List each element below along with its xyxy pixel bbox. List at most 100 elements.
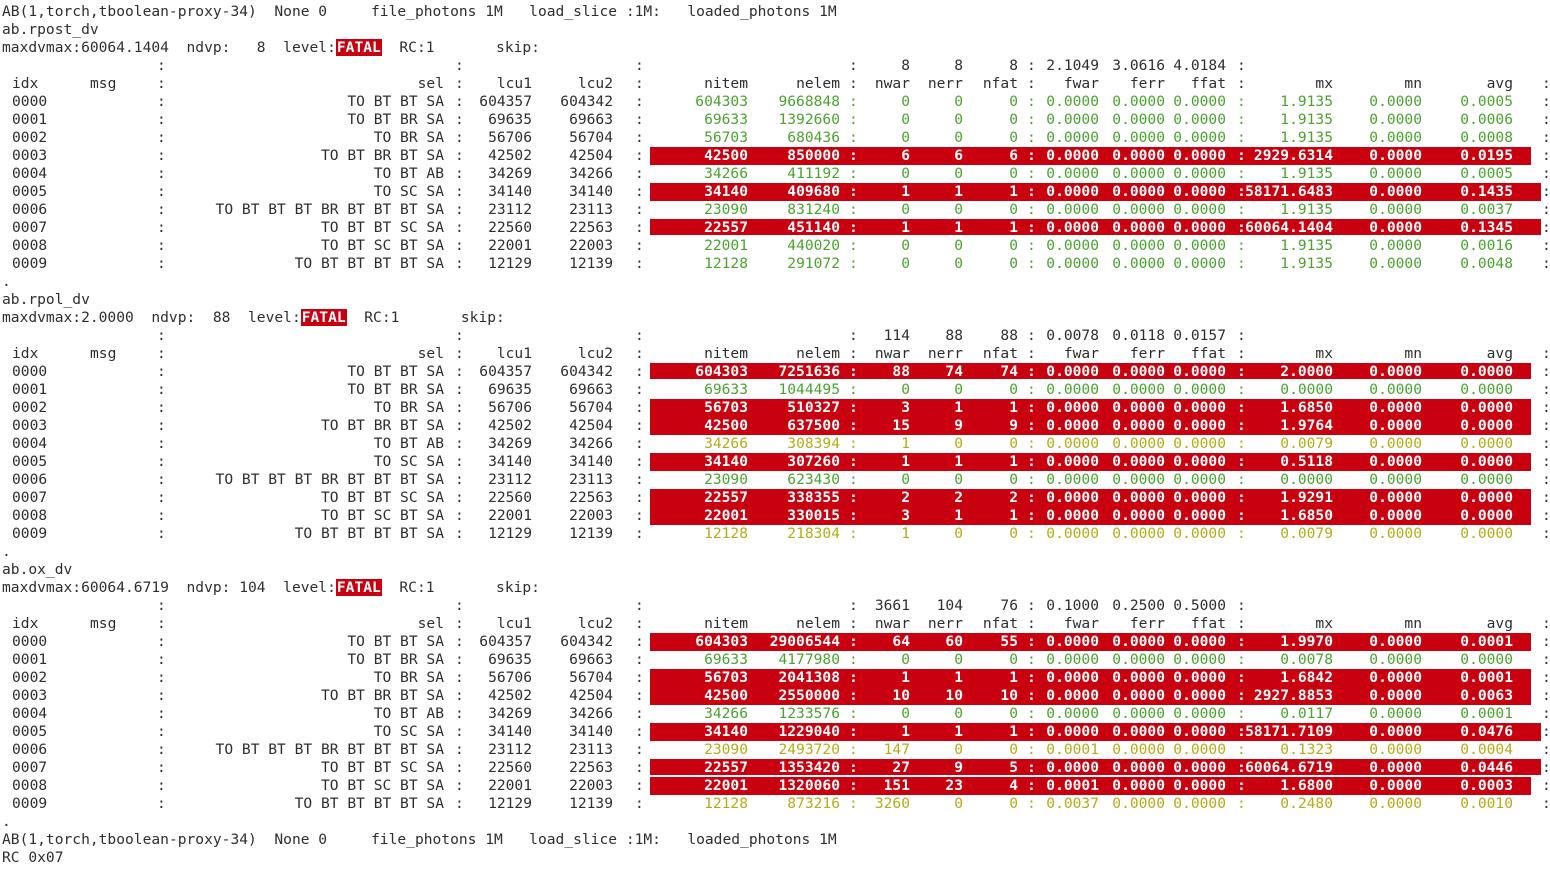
row-nitem: 69633	[704, 381, 748, 398]
row-mx: 0.0000	[1280, 471, 1333, 488]
row-mx: 0.0000	[1280, 381, 1333, 398]
column-separator: :	[1237, 165, 1246, 182]
column-separator: :	[157, 363, 166, 380]
column-separator: :	[635, 777, 644, 794]
row-lcu2: 23113	[569, 741, 613, 758]
column-separator: :	[157, 57, 166, 74]
column-separator: :	[157, 597, 166, 614]
column-separator: :	[455, 147, 464, 164]
row-mx: 1.9135	[1280, 165, 1333, 182]
row-ffat: 0.0000	[1173, 651, 1226, 668]
row-mx: 0.0117	[1280, 705, 1333, 722]
row-lcu2: 34140	[569, 183, 613, 200]
row-mn: 0.0000	[1369, 489, 1422, 506]
column-separator: :	[1027, 345, 1036, 362]
limit-nerr: 8	[954, 57, 963, 74]
row-ferr: 0.0000	[1112, 183, 1165, 200]
column-separator: :	[1542, 111, 1550, 128]
row-mx: 60064.6719	[1245, 759, 1333, 776]
row-idx: 0006	[12, 471, 48, 488]
row-ferr: 0.0000	[1112, 705, 1165, 722]
row-mx: 1.9135	[1280, 201, 1333, 218]
column-separator: :	[455, 777, 464, 794]
row-ferr: 0.0000	[1112, 741, 1165, 758]
column-separator: :	[1542, 651, 1550, 668]
row-nitem: 22557	[704, 219, 748, 236]
column-separator: :	[1027, 759, 1036, 776]
row-nerr: 2	[954, 489, 963, 506]
column-separator: :	[849, 111, 858, 128]
row-nerr: 10	[945, 687, 963, 704]
table-row: ::::::: 0008 TO BT SC BT SA 22001 22003 22001…	[0, 507, 1550, 525]
column-separator: :	[157, 435, 166, 452]
row-lcu1: 42502	[488, 417, 532, 434]
row-fwar: 0.0000	[1046, 219, 1099, 236]
row-avg: 0.0010	[1460, 795, 1513, 812]
row-ffat: 0.0000	[1173, 93, 1226, 110]
row-nwar: 0	[901, 255, 910, 272]
column-separator: :	[157, 93, 166, 110]
column-separator: :	[1027, 507, 1036, 524]
table-row: ::::::: 0008 TO BT SC BT SA 22001 22003 22001…	[0, 777, 1550, 795]
row-nerr: 0	[954, 381, 963, 398]
column-header-nelem: nelem	[796, 615, 840, 632]
row-lcu1: 42502	[488, 147, 532, 164]
column-separator: :	[635, 201, 644, 218]
column-separator: :	[157, 651, 166, 668]
fatal-highlight	[650, 399, 1531, 417]
row-nerr: 9	[954, 759, 963, 776]
row-nitem: 604303	[695, 93, 748, 110]
row-nwar: 1	[901, 723, 910, 740]
column-separator: :	[635, 705, 644, 722]
row-nerr: 1	[954, 183, 963, 200]
row-mx: 1.9970	[1280, 633, 1333, 650]
column-separator: :	[849, 651, 858, 668]
row-mn: 0.0000	[1369, 471, 1422, 488]
table-row: ::::::: 0005 TO SC SA 34140 34140 34140 307260…	[0, 453, 1550, 471]
table-row: ::::::: 0001 TO BT BR SA 69635 69663 69633 417…	[0, 651, 1550, 669]
row-ferr: 0.0000	[1112, 759, 1165, 776]
column-separator: :	[455, 525, 464, 542]
row-ffat: 0.0000	[1173, 453, 1226, 470]
column-separator: :	[1237, 363, 1246, 380]
row-nfat: 74	[1000, 363, 1018, 380]
row-mx: 1.9291	[1280, 489, 1333, 506]
row-fwar: 0.0037	[1046, 795, 1099, 812]
column-separator: :	[849, 795, 858, 812]
row-lcu2: 42504	[569, 147, 613, 164]
limit-nerr: 104	[936, 597, 963, 614]
column-separator: :	[849, 723, 858, 740]
limit-nfat: 76	[1000, 597, 1018, 614]
row-mn: 0.0000	[1369, 201, 1422, 218]
row-fwar: 0.0000	[1046, 417, 1099, 434]
limit-nwar: 3661	[874, 597, 910, 614]
fatal-highlight	[650, 723, 1541, 741]
row-fwar: 0.0000	[1046, 129, 1099, 146]
row-ffat: 0.0000	[1173, 669, 1226, 686]
row-mn: 0.0000	[1369, 417, 1422, 434]
column-separator: :	[1027, 651, 1036, 668]
column-separator: :	[455, 453, 464, 470]
row-nwar: 27	[892, 759, 910, 776]
row-nfat: 5	[1009, 759, 1018, 776]
row-mn: 0.0000	[1369, 777, 1422, 794]
column-separator: :	[635, 345, 644, 362]
column-header-row: ::::::: idx msg sel lcu1 lcu2 nitem nelem nwar ne…	[0, 615, 1550, 633]
row-nitem: 34140	[704, 453, 748, 470]
column-separator: :	[1237, 255, 1246, 272]
column-separator: :	[157, 453, 166, 470]
row-nwar: 3260	[874, 795, 910, 812]
column-separator: :	[635, 525, 644, 542]
column-separator: :	[1027, 219, 1036, 236]
row-ferr: 0.0000	[1112, 165, 1165, 182]
column-separator: :	[849, 453, 858, 470]
row-nelem: 29006544	[769, 633, 840, 650]
column-separator: :	[1237, 183, 1246, 200]
row-nelem: 2550000	[778, 687, 840, 704]
row-ferr: 0.0000	[1112, 669, 1165, 686]
row-avg: 0.0037	[1460, 201, 1513, 218]
row-avg: 0.0000	[1460, 381, 1513, 398]
row-nelem: 218304	[787, 525, 840, 542]
column-header-idx: idx	[12, 345, 39, 362]
row-nitem: 42500	[704, 687, 748, 704]
